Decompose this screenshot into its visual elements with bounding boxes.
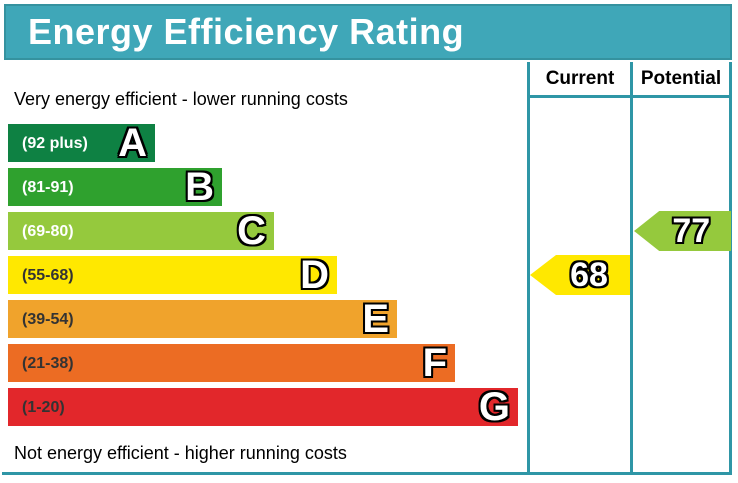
band-range-label: (39-54) (22, 311, 74, 328)
band-letter: E (362, 297, 389, 341)
rating-band-e: (39-54) E (8, 297, 397, 341)
column-header-underline (527, 95, 732, 98)
rating-band-b: (81-91) B (8, 165, 222, 209)
band-range-label: (69-80) (22, 223, 74, 240)
band-range-label: (92 plus) (22, 135, 88, 152)
potential-column-header: Potential (640, 68, 722, 89)
chart-title: Energy Efficiency Rating (28, 11, 465, 52)
rating-band-c: (69-80) C (8, 209, 274, 253)
band-letter: B (185, 165, 214, 209)
band-letter: D (300, 253, 329, 297)
potential-rating-arrow: 77 (634, 211, 731, 251)
rating-band-d: (55-68) D (8, 253, 337, 297)
current-rating-arrow: 68 (530, 255, 630, 295)
potential-rating-value: 77 (672, 211, 711, 250)
band-letter: G (478, 385, 510, 429)
rating-band-g: (1-20) G (8, 385, 518, 429)
current-column-header: Current (545, 68, 615, 89)
current-rating-value: 68 (570, 255, 608, 294)
top-note: Very energy efficient - lower running co… (14, 89, 348, 109)
title-bar: Energy Efficiency Rating (4, 4, 732, 60)
band-range-label: (81-91) (22, 179, 74, 196)
rating-band-a: (92 plus) A (8, 121, 155, 165)
column-divider-line (630, 62, 633, 475)
rating-band-f: (21-38) F (8, 341, 455, 385)
band-letter: A (118, 121, 147, 165)
band-range-label: (21-38) (22, 355, 74, 372)
band-range-label: (1-20) (22, 399, 65, 416)
band-letter: C (237, 209, 266, 253)
bottom-note: Not energy efficient - higher running co… (14, 443, 347, 463)
band-letter: F (422, 341, 447, 385)
chart-bottom-border (2, 472, 732, 475)
band-range-label: (55-68) (22, 267, 74, 284)
current-column-left-border (527, 62, 530, 475)
chart-right-border (729, 62, 732, 475)
